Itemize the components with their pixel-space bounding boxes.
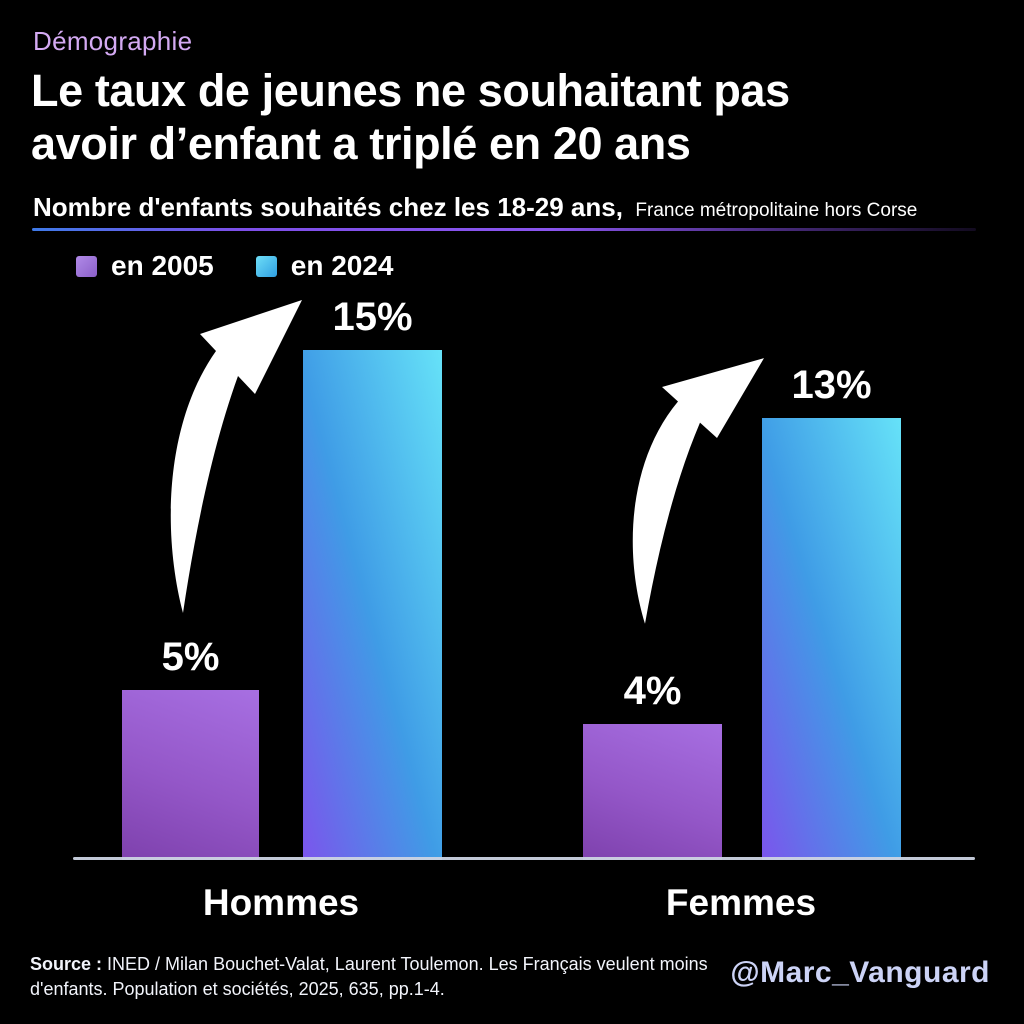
value-label-femmes-2005: 4%	[623, 669, 682, 713]
subtitle-main: Nombre d'enfants souhaités chez les 18-2…	[33, 192, 623, 222]
gradient-divider	[32, 228, 976, 231]
value-label-femmes-2024: 13%	[791, 363, 872, 407]
bar-femmes-2024	[762, 418, 901, 860]
subtitle-note: France métropolitaine hors Corse	[635, 200, 918, 221]
kicker: Démographie	[33, 26, 193, 56]
title-line-1: Le taux de jeunes ne souhaitant pas	[31, 65, 790, 116]
legend-swatch-2005	[76, 255, 97, 277]
category-label-femmes: Femmes	[665, 882, 817, 923]
chart-legend: en 2005 en 2024	[76, 250, 394, 282]
legend-label-2024: en 2024	[290, 250, 394, 281]
bar-group-hommes-2005: 5%	[122, 635, 259, 860]
value-label-hommes-2024: 15%	[332, 295, 413, 339]
legend-swatch-2024	[255, 255, 277, 277]
author-handle: @Marc_Vanguard	[730, 956, 990, 989]
source-note: Source : INED / Milan Bouchet-Valat, Lau…	[30, 952, 730, 1002]
bar-group-femmes-2024: 13%	[762, 363, 901, 860]
growth-arrow-icon-femmes	[632, 358, 764, 624]
source-text: INED / Milan Bouchet-Valat, Laurent Toul…	[30, 954, 708, 999]
category-label-hommes: Hommes	[202, 882, 360, 923]
title-line-2: avoir d’enfant a triplé en 20 ans	[31, 118, 691, 169]
growth-arrow-icon-hommes	[170, 300, 302, 613]
bar-hommes-2005	[122, 690, 259, 860]
bar-group-hommes-2024: 15%	[303, 295, 442, 860]
bar-group-femmes-2005: 4%	[583, 669, 722, 860]
bar-femmes-2005	[583, 724, 722, 860]
page-title: Le taux de jeunes ne souhaitant pas avoi…	[31, 64, 790, 170]
x-axis-line	[73, 857, 975, 860]
chart-subtitle: Nombre d'enfants souhaités chez les 18-2…	[33, 192, 917, 223]
source-label: Source :	[30, 954, 103, 974]
bar-hommes-2024	[303, 350, 442, 860]
legend-label-2005: en 2005	[111, 250, 214, 281]
value-label-hommes-2005: 5%	[161, 635, 220, 679]
